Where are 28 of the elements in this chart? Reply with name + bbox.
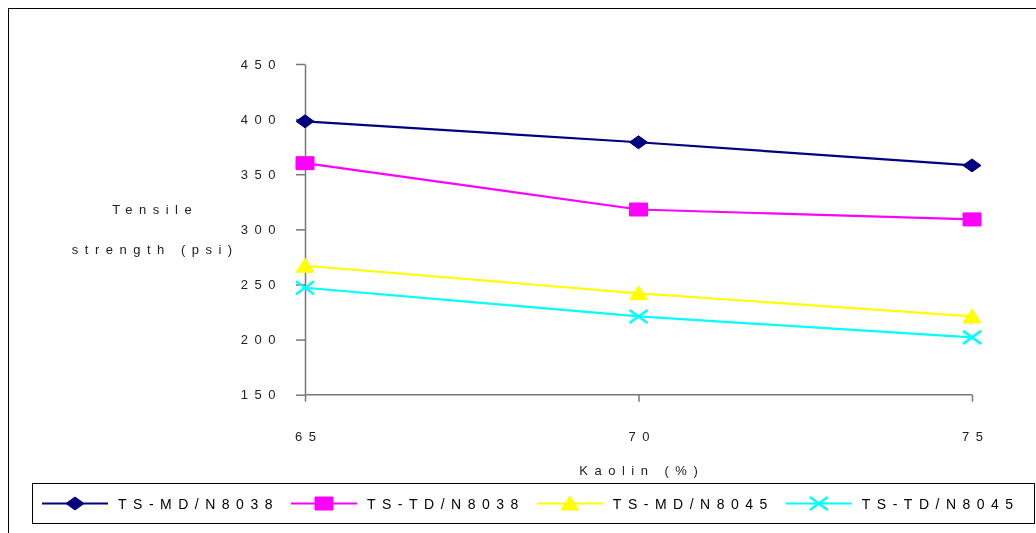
legend-label: TS-TD/N8038 xyxy=(366,495,525,512)
y-tick-label: 300 xyxy=(240,222,282,238)
point xyxy=(629,285,648,301)
x-tick-label: 75 xyxy=(962,428,990,444)
x-axis-title: Kaolin (%) xyxy=(579,463,705,478)
x-tick-label: 70 xyxy=(628,428,656,444)
point xyxy=(295,257,315,273)
legend-label: TS-MD/N8038 xyxy=(118,495,279,512)
point xyxy=(961,329,983,346)
point xyxy=(629,135,648,150)
point xyxy=(295,156,315,171)
point xyxy=(628,308,649,325)
point xyxy=(962,212,982,227)
point xyxy=(294,280,316,296)
legend-label: TS-TD/N8045 xyxy=(861,495,1020,512)
y-tick-label: 400 xyxy=(240,111,282,127)
y-tick-label: 200 xyxy=(240,332,282,348)
text: Tensile strength (psi) xyxy=(71,202,239,258)
y-tick-label: 450 xyxy=(240,56,282,72)
x-tick-label: 65 xyxy=(295,428,323,444)
point xyxy=(295,114,315,129)
y-tick-label: 350 xyxy=(240,166,282,182)
legend-label: TS-MD/N8045 xyxy=(612,495,774,512)
point xyxy=(629,202,648,217)
point xyxy=(962,308,982,324)
y-tick-label: 250 xyxy=(240,277,282,293)
point xyxy=(962,158,982,173)
y-tick-label: 150 xyxy=(240,387,282,403)
